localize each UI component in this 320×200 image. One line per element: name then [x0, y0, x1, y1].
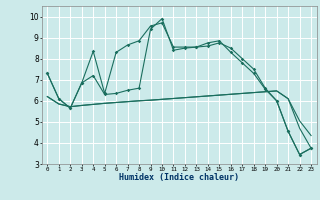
- X-axis label: Humidex (Indice chaleur): Humidex (Indice chaleur): [119, 173, 239, 182]
